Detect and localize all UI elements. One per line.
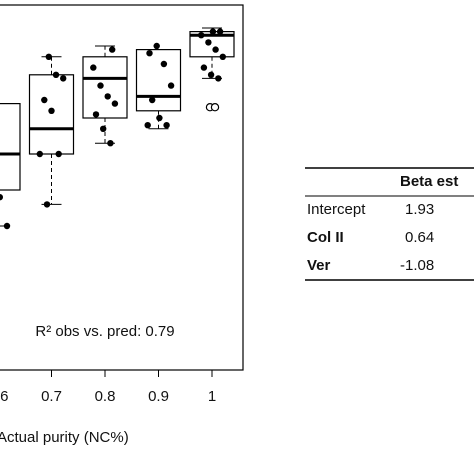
point [200,64,208,71]
table-header: Beta est [400,173,458,190]
table-row-label: Ver [307,257,331,274]
point [160,60,168,68]
box [135,48,182,112]
point [209,28,217,35]
point [205,39,212,46]
point [149,96,156,104]
point [0,194,3,201]
point [111,100,119,107]
box [28,74,75,155]
x-tick-label: 0.9 [148,388,169,405]
point [90,64,97,71]
point [100,125,107,132]
x-axis-label: Actual purity (NC%) [0,429,129,446]
table-row-label: Intercept [307,201,366,218]
point [144,122,151,129]
x-tick-label: 0.6 [0,388,8,405]
point [48,107,55,115]
annotation: R² obs vs. pred: 0.79 [35,323,174,340]
table-cell: -1.08 [400,257,434,274]
outlier [210,102,220,112]
point [215,75,222,82]
point [55,150,62,158]
point [60,75,67,82]
table-cell: 1.93 [405,201,434,218]
point [212,46,219,53]
point [107,140,114,147]
point [36,150,43,158]
box [82,56,128,119]
point [104,93,111,100]
x-tick-label: 0.7 [41,388,62,405]
point [45,53,52,60]
point [219,53,226,60]
point [52,71,60,79]
point [146,50,153,57]
point [3,222,11,230]
point [41,96,48,104]
point [163,122,170,129]
point [109,46,116,53]
point [198,32,205,39]
plot-frame [0,4,244,371]
point [97,82,104,89]
point [43,201,51,208]
table-cell: 0.64 [405,229,434,246]
point [153,42,160,50]
table-row-label: Col II [307,229,344,246]
point [92,111,100,118]
box [0,102,21,191]
x-tick-label: 1 [208,388,216,405]
x-tick-label: 0.8 [95,388,116,405]
point [156,114,163,122]
point [167,82,175,89]
point [207,71,215,79]
point [216,28,224,35]
